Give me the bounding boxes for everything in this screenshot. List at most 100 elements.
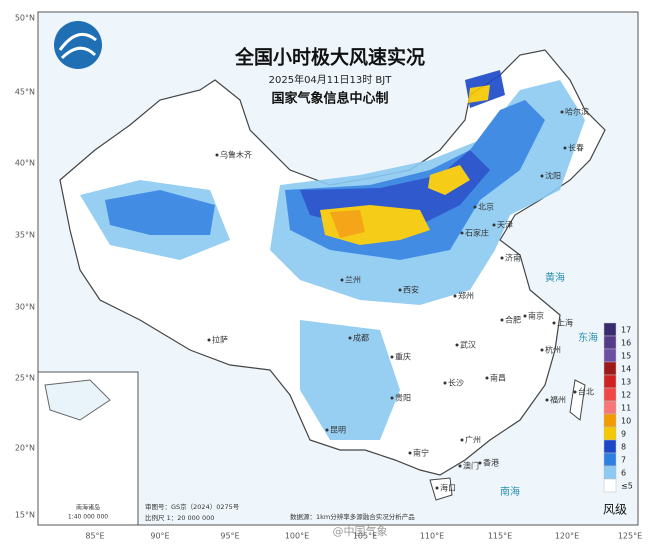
city-dot [390,396,394,400]
city-label: 西安 [403,285,419,295]
city-label: 香港 [483,458,499,468]
lon-label: 90°E [150,532,169,541]
lat-label: 45°N [15,88,35,97]
legend-swatch [603,426,617,441]
legend-title: 风级 [603,503,627,517]
legend-label: 11 [621,404,631,413]
city-dot [207,338,211,342]
city-dot [552,321,556,325]
city-label: 上海 [557,318,573,328]
city-label: 贵阳 [395,393,411,403]
city-dot [443,381,447,385]
hainan [429,477,453,501]
city-label: 哈尔滨 [565,107,589,117]
legend-swatch [603,374,617,389]
city-dot [460,231,464,235]
city-label: 南昌 [490,373,506,383]
city-dot [573,390,577,394]
legend-swatch [603,465,617,480]
city-label: 澳门 [463,461,479,471]
city-label: 长春 [568,143,584,153]
legend-label: 14 [621,365,631,374]
legend-swatch [603,348,617,363]
city-dot [523,314,527,318]
legend: 17 16 15 14 13 12 11 10 9 8 7 6 ≤5 [603,322,633,493]
sea-label: 东海 [578,331,598,344]
city-dot [500,256,504,260]
legend-swatch [603,439,617,454]
city-label: 兰州 [345,275,361,285]
lon-label: 85°E [85,532,104,541]
legend-swatch [603,322,617,337]
city-dot [540,174,544,178]
sea-label: 南海 [500,485,520,498]
lon-label: 125°E [618,532,642,541]
lon-label: 110°E [420,532,444,541]
city-label: 台北 [578,387,594,397]
city-dot [455,343,459,347]
scale: 比例尺 1：20 000 000 [145,513,214,522]
city-label: 长沙 [448,378,464,388]
city-label: 拉萨 [212,335,228,345]
legend-label: 8 [621,443,626,452]
legend-swatch [603,413,617,428]
city-label: 武汉 [460,340,476,350]
city-label: 广州 [465,435,481,445]
city-dot [408,451,412,455]
sea-label: 黄海 [545,271,565,284]
city-dot [348,336,352,340]
lat-label: 25°N [15,374,35,383]
inset-name: 南海诸岛 [76,504,100,512]
lat-label: 35°N [15,231,35,240]
legend-swatch [603,452,617,467]
lon-label: 105°E [353,532,377,541]
city-dot [485,376,489,380]
city-dot [458,464,462,468]
city-dot [453,294,457,298]
city-dot [215,153,219,157]
city-dot [460,438,464,442]
city-dot [390,355,394,359]
legend-label: 16 [621,339,631,348]
city-label: 重庆 [395,352,411,362]
legend-swatch [603,361,617,376]
logo-mark [58,32,97,60]
city-label: 郑州 [458,291,474,301]
inset-shape [44,379,111,421]
lon-label: 100°E [285,532,309,541]
legend-swatch [603,387,617,402]
city-label: 沈阳 [545,171,561,181]
city-label: 合肥 [505,315,521,325]
watermark: @中国气象 [333,524,388,538]
city-label: 石家庄 [465,228,489,238]
lat-label: 30°N [15,303,35,312]
city-dot [325,428,329,432]
city-label: 昆明 [330,426,346,435]
time: 2025年04月11日13时 BJT [269,73,393,86]
city-label: 南宁 [413,448,429,458]
legend-label: 12 [621,391,631,400]
taiwan [569,379,586,421]
city-label: 北京 [478,202,494,212]
city-dot [563,146,567,150]
legend-swatch [603,335,617,350]
city-dot [473,205,477,209]
city-label: 海口 [440,483,456,493]
city-dot [398,288,402,292]
lat-label: 50°N [15,14,35,23]
lon-label: 115°E [488,532,512,541]
city-label: 天津 [497,220,513,230]
city-label: 杭州 [545,345,561,355]
legend-label: 7 [621,456,626,465]
legend-label: ≤5 [621,482,633,491]
lat-label: 15°N [15,511,35,520]
logo [54,21,102,69]
city-dot [340,278,344,282]
city-dot [435,486,439,490]
city-label: 济南 [505,253,521,263]
wind-field [80,70,585,440]
lon-label: 95°E [220,532,239,541]
city-label: 乌鲁木齐 [220,150,252,160]
city-dot [545,398,549,402]
